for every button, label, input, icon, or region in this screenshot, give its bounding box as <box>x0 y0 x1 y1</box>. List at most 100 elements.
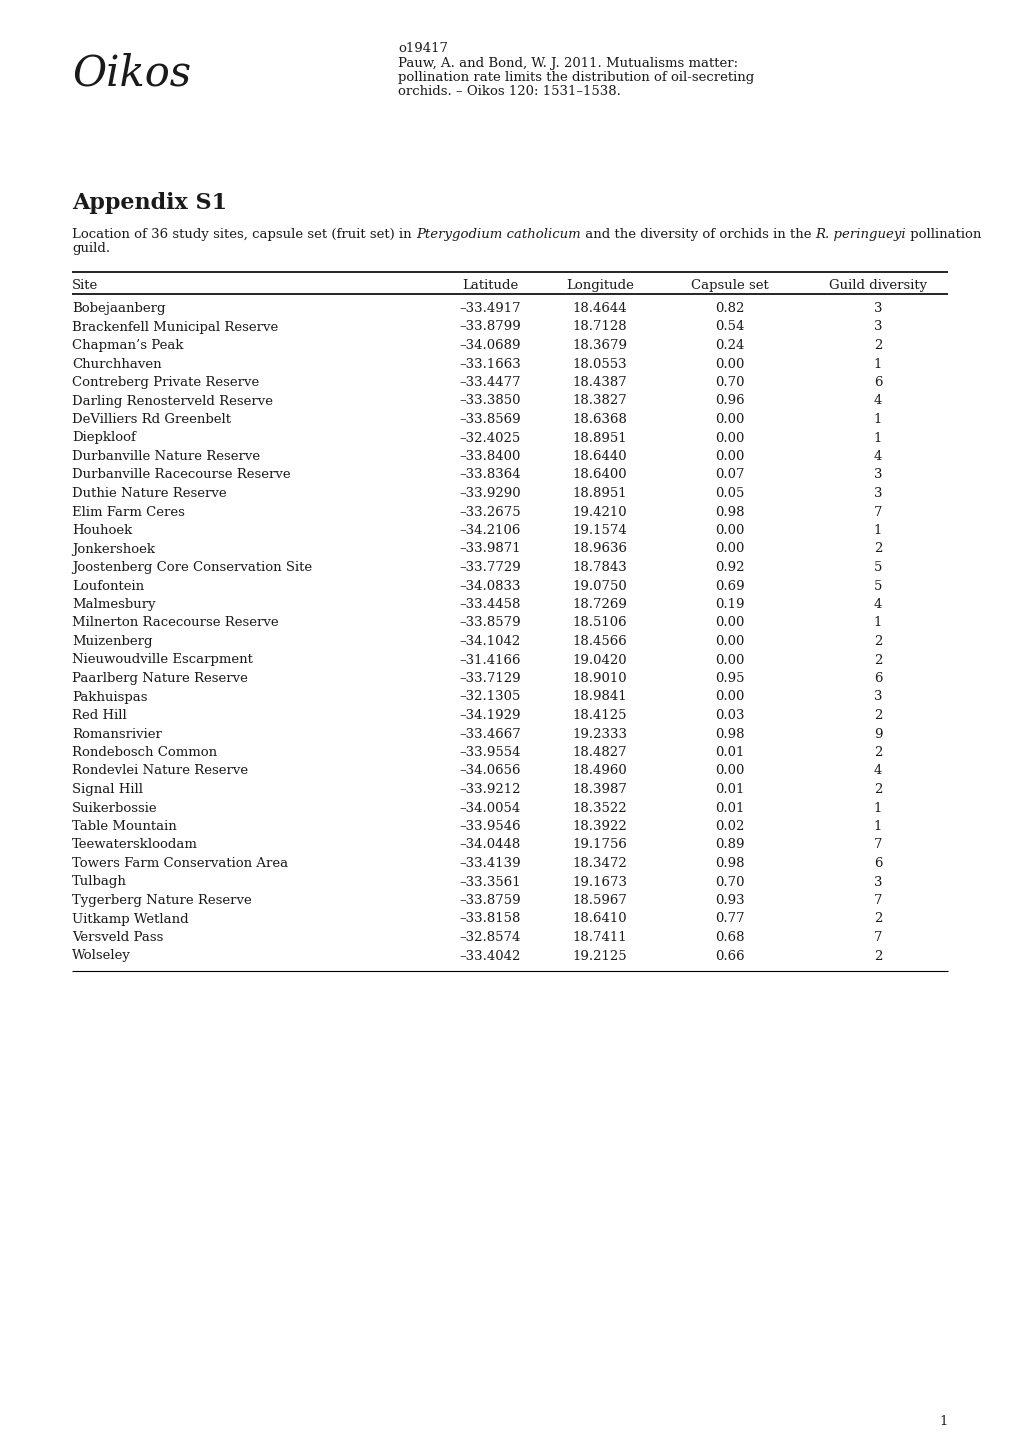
Text: 0.98: 0.98 <box>714 728 744 741</box>
Text: 18.8951: 18.8951 <box>572 431 627 444</box>
Text: 0.00: 0.00 <box>714 431 744 444</box>
Text: –33.3850: –33.3850 <box>459 395 521 408</box>
Text: –34.0656: –34.0656 <box>459 764 521 777</box>
Text: Darling Renosterveld Reserve: Darling Renosterveld Reserve <box>72 395 273 408</box>
Text: Red Hill: Red Hill <box>72 709 126 722</box>
Text: 1: 1 <box>873 358 881 371</box>
Text: 0.98: 0.98 <box>714 506 744 519</box>
Text: 18.6410: 18.6410 <box>572 913 627 926</box>
Text: Suikerbossie: Suikerbossie <box>72 802 158 815</box>
Text: 4: 4 <box>873 395 881 408</box>
Text: 0.68: 0.68 <box>714 932 744 945</box>
Text: Brackenfell Municipal Reserve: Brackenfell Municipal Reserve <box>72 320 278 333</box>
Text: Wolseley: Wolseley <box>72 949 130 962</box>
Text: Paarlberg Nature Reserve: Paarlberg Nature Reserve <box>72 672 248 685</box>
Text: Latitude: Latitude <box>462 278 518 291</box>
Text: 0.24: 0.24 <box>714 339 744 352</box>
Text: Churchhaven: Churchhaven <box>72 358 161 371</box>
Text: –33.2675: –33.2675 <box>459 506 521 519</box>
Text: 2: 2 <box>873 542 881 555</box>
Text: –33.8158: –33.8158 <box>459 913 520 926</box>
Text: 18.7128: 18.7128 <box>572 320 627 333</box>
Text: 1: 1 <box>873 617 881 630</box>
Text: –33.8579: –33.8579 <box>459 617 521 630</box>
Text: pollination rate limits the distribution of oil-secreting: pollination rate limits the distribution… <box>397 71 753 84</box>
Text: Romansrivier: Romansrivier <box>72 728 162 741</box>
Text: 0.01: 0.01 <box>714 783 744 796</box>
Text: 3: 3 <box>873 320 881 333</box>
Text: 2: 2 <box>873 913 881 926</box>
Text: 18.7269: 18.7269 <box>572 598 627 611</box>
Text: 18.0553: 18.0553 <box>572 358 627 371</box>
Text: 0.00: 0.00 <box>714 634 744 647</box>
Text: 0.00: 0.00 <box>714 523 744 536</box>
Text: 6: 6 <box>873 672 881 685</box>
Text: –33.7129: –33.7129 <box>459 672 521 685</box>
Text: –33.4042: –33.4042 <box>459 949 520 962</box>
Text: –33.4458: –33.4458 <box>459 598 520 611</box>
Text: –33.8799: –33.8799 <box>459 320 521 333</box>
Text: Versveld Pass: Versveld Pass <box>72 932 163 945</box>
Text: –33.8400: –33.8400 <box>459 450 520 463</box>
Text: 7: 7 <box>873 838 881 851</box>
Text: 19.1574: 19.1574 <box>572 523 627 536</box>
Text: Pakhuispas: Pakhuispas <box>72 691 148 704</box>
Text: 2: 2 <box>873 339 881 352</box>
Text: 5: 5 <box>873 580 881 593</box>
Text: 2: 2 <box>873 709 881 722</box>
Text: 1: 1 <box>873 820 881 833</box>
Text: Loufontein: Loufontein <box>72 580 144 593</box>
Text: –34.0448: –34.0448 <box>459 838 520 851</box>
Text: Appendix S1: Appendix S1 <box>72 192 227 213</box>
Text: 19.4210: 19.4210 <box>572 506 627 519</box>
Text: 7: 7 <box>873 932 881 945</box>
Text: –34.2106: –34.2106 <box>459 523 520 536</box>
Text: –31.4166: –31.4166 <box>459 653 521 666</box>
Text: Bobejaanberg: Bobejaanberg <box>72 301 165 314</box>
Text: 18.3679: 18.3679 <box>572 339 627 352</box>
Text: 1: 1 <box>873 431 881 444</box>
Text: –32.4025: –32.4025 <box>459 431 520 444</box>
Text: Muizenberg: Muizenberg <box>72 634 153 647</box>
Text: –34.0689: –34.0689 <box>459 339 521 352</box>
Text: 0.98: 0.98 <box>714 857 744 870</box>
Text: 18.7843: 18.7843 <box>572 561 627 574</box>
Text: 3: 3 <box>873 875 881 888</box>
Text: 3: 3 <box>873 469 881 482</box>
Text: Elim Farm Ceres: Elim Farm Ceres <box>72 506 184 519</box>
Text: 0.70: 0.70 <box>714 875 744 888</box>
Text: Oikos: Oikos <box>72 52 191 94</box>
Text: Diepkloof: Diepkloof <box>72 431 136 444</box>
Text: Nieuwoudville Escarpment: Nieuwoudville Escarpment <box>72 653 253 666</box>
Text: 0.07: 0.07 <box>714 469 744 482</box>
Text: 18.6440: 18.6440 <box>572 450 627 463</box>
Text: Pauw, A. and Bond, W. J. 2011. Mutualisms matter:: Pauw, A. and Bond, W. J. 2011. Mutualism… <box>397 58 738 71</box>
Text: 2: 2 <box>873 949 881 962</box>
Text: 18.6368: 18.6368 <box>572 412 627 425</box>
Text: Jonkershoek: Jonkershoek <box>72 542 155 555</box>
Text: 3: 3 <box>873 487 881 500</box>
Text: –33.9212: –33.9212 <box>459 783 521 796</box>
Text: 1: 1 <box>873 802 881 815</box>
Text: Malmesbury: Malmesbury <box>72 598 156 611</box>
Text: –33.4139: –33.4139 <box>459 857 521 870</box>
Text: 2: 2 <box>873 783 881 796</box>
Text: 18.4644: 18.4644 <box>572 301 627 314</box>
Text: Tygerberg Nature Reserve: Tygerberg Nature Reserve <box>72 894 252 907</box>
Text: –34.0054: –34.0054 <box>459 802 520 815</box>
Text: –33.9871: –33.9871 <box>459 542 521 555</box>
Text: Guild diversity: Guild diversity <box>828 278 926 291</box>
Text: 18.3472: 18.3472 <box>572 857 627 870</box>
Text: 1: 1 <box>938 1415 947 1428</box>
Text: 0.54: 0.54 <box>714 320 744 333</box>
Text: 1: 1 <box>873 412 881 425</box>
Text: Milnerton Racecourse Reserve: Milnerton Racecourse Reserve <box>72 617 278 630</box>
Text: –33.1663: –33.1663 <box>459 358 521 371</box>
Text: 4: 4 <box>873 450 881 463</box>
Text: 0.00: 0.00 <box>714 691 744 704</box>
Text: Durbanville Nature Reserve: Durbanville Nature Reserve <box>72 450 260 463</box>
Text: Pterygodium catholicum: Pterygodium catholicum <box>416 228 580 241</box>
Text: pollination: pollination <box>905 228 980 241</box>
Text: Longitude: Longitude <box>566 278 634 291</box>
Text: 18.6400: 18.6400 <box>572 469 627 482</box>
